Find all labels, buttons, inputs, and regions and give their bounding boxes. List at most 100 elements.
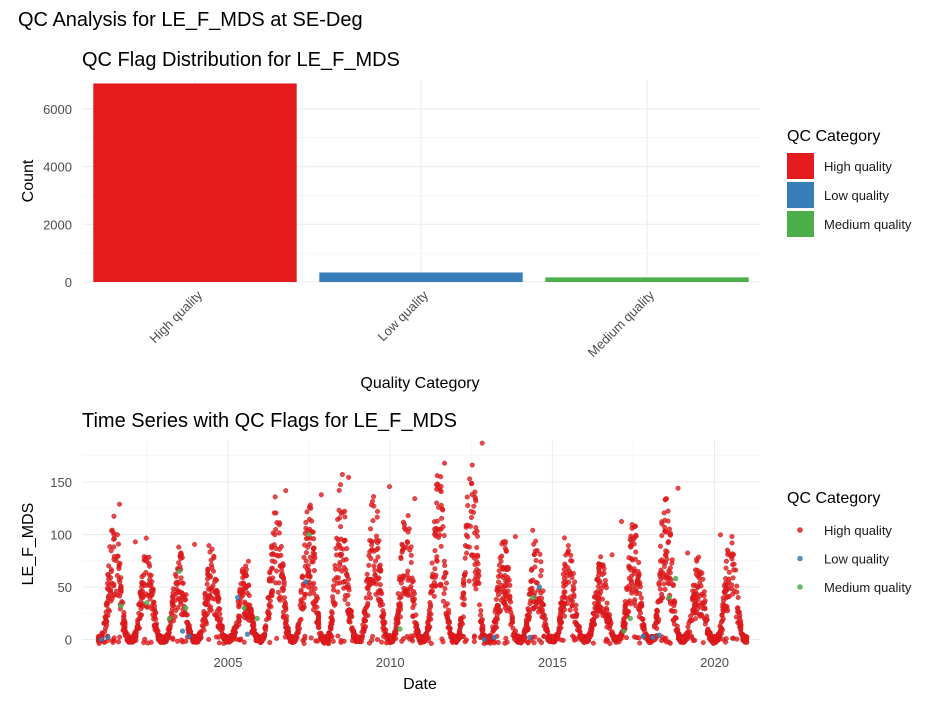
high-quality-point xyxy=(508,599,514,605)
high-quality-point xyxy=(425,619,431,625)
medium-quality-point xyxy=(621,628,627,634)
high-quality-point xyxy=(116,577,122,583)
high-quality-point xyxy=(706,636,712,642)
medium-quality-point xyxy=(144,600,150,606)
high-quality-point xyxy=(393,616,399,622)
high-quality-point xyxy=(171,618,177,624)
high-quality-point xyxy=(239,588,245,594)
time-series-legend-title: QC Category xyxy=(787,490,880,507)
high-quality-point xyxy=(577,629,583,635)
high-quality-point xyxy=(509,617,515,623)
high-quality-point xyxy=(564,596,570,602)
high-quality-point xyxy=(314,610,320,616)
high-quality-point xyxy=(641,626,647,632)
high-quality-point xyxy=(245,602,251,608)
ts-y-tick-label: 150 xyxy=(50,475,72,490)
high-quality-point xyxy=(181,595,187,601)
high-quality-point xyxy=(542,620,548,626)
bar-chart-x-ticks: High quality Low quality Medium quality xyxy=(146,287,657,360)
high-quality-point xyxy=(736,609,742,615)
high-quality-point xyxy=(434,518,440,524)
high-quality-point xyxy=(494,587,500,593)
medium-quality-point xyxy=(673,575,679,582)
high-quality-point xyxy=(463,532,469,538)
high-quality-point xyxy=(479,624,485,630)
ts-x-tick-label: 2020 xyxy=(700,655,729,670)
ts-legend-key xyxy=(797,555,803,562)
high-quality-point xyxy=(558,610,564,616)
high-quality-point xyxy=(298,589,304,595)
bar-chart-legend: QC Category High quality Low quality Mediu… xyxy=(787,128,912,237)
high-quality-point xyxy=(441,575,447,581)
high-quality-point xyxy=(306,541,312,547)
high-quality-point xyxy=(375,545,381,551)
high-quality-point xyxy=(408,584,414,590)
high-quality-point xyxy=(429,560,435,566)
high-quality-point xyxy=(661,510,667,516)
high-quality-point xyxy=(478,608,484,614)
high-quality-point xyxy=(308,587,314,593)
high-quality-point xyxy=(380,602,386,608)
bar-x-tick-label: High quality xyxy=(146,287,205,346)
high-quality-point xyxy=(109,596,115,602)
high-quality-point xyxy=(277,520,283,526)
bar-y-tick-label: 6000 xyxy=(43,102,72,117)
high-quality-point xyxy=(381,612,387,618)
high-quality-point xyxy=(459,633,465,639)
high-quality-point xyxy=(152,622,158,628)
high-quality-point xyxy=(734,583,740,589)
high-quality-point xyxy=(438,581,444,587)
high-quality-point xyxy=(441,591,447,597)
bar-chart-xlabel: Quality Category xyxy=(360,375,479,392)
high-quality-point xyxy=(573,607,579,613)
high-quality-point xyxy=(137,615,143,621)
high-quality-point xyxy=(554,636,560,642)
high-quality-point xyxy=(531,541,537,547)
high-quality-point xyxy=(411,589,417,595)
high-quality-point xyxy=(734,589,740,595)
high-quality-point xyxy=(725,594,731,600)
high-quality-point xyxy=(639,615,645,621)
high-quality-point xyxy=(329,610,335,616)
high-quality-point xyxy=(366,591,372,597)
high-quality-point xyxy=(417,640,423,646)
high-quality-point xyxy=(501,588,507,594)
high-quality-point xyxy=(656,598,662,604)
high-quality-point xyxy=(663,576,669,582)
high-quality-point xyxy=(401,545,407,551)
high-quality-point xyxy=(281,613,287,619)
high-quality-point xyxy=(462,572,468,578)
low-quality-point xyxy=(491,634,497,641)
time-series-xlabel: Date xyxy=(403,676,437,693)
high-quality-point xyxy=(605,618,611,624)
high-quality-point xyxy=(217,611,223,617)
high-quality-point xyxy=(111,556,117,562)
high-quality-point xyxy=(572,579,578,585)
high-quality-point xyxy=(307,591,313,597)
high-quality-point xyxy=(141,640,147,646)
high-quality-point xyxy=(374,540,380,546)
medium-quality-point xyxy=(397,626,403,632)
figure-title: QC Analysis for LE_F_MDS at SE-Deg xyxy=(18,9,363,31)
high-quality-point xyxy=(330,638,336,644)
high-quality-point xyxy=(413,624,419,630)
high-quality-point xyxy=(723,636,729,642)
high-quality-point xyxy=(123,633,129,639)
medium-quality-point xyxy=(118,603,124,609)
high-quality-point xyxy=(379,639,385,645)
high-quality-point xyxy=(211,555,217,561)
high-quality-point xyxy=(463,637,469,643)
high-quality-point xyxy=(236,613,242,619)
high-quality-point xyxy=(538,559,544,565)
high-quality-point xyxy=(693,601,699,607)
high-quality-point xyxy=(502,545,508,551)
high-quality-point xyxy=(664,556,670,562)
high-quality-point xyxy=(315,638,321,644)
high-quality-point xyxy=(518,640,524,646)
high-quality-point xyxy=(134,623,140,629)
high-quality-point xyxy=(184,612,190,618)
high-quality-point xyxy=(202,599,208,605)
high-quality-point xyxy=(236,604,242,610)
high-quality-point xyxy=(700,576,706,582)
high-quality-point xyxy=(105,587,111,593)
